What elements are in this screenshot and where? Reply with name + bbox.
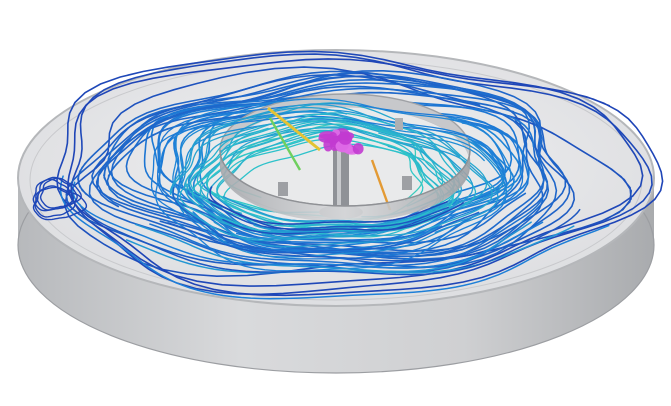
impeller-blade	[319, 131, 337, 139]
fixture-left	[278, 182, 288, 196]
impeller-blade	[339, 133, 352, 144]
mixer-shaft-highlight	[337, 148, 341, 210]
fixture-back-right	[395, 118, 403, 130]
impeller-blade	[353, 143, 364, 154]
fixture-right	[402, 176, 412, 190]
